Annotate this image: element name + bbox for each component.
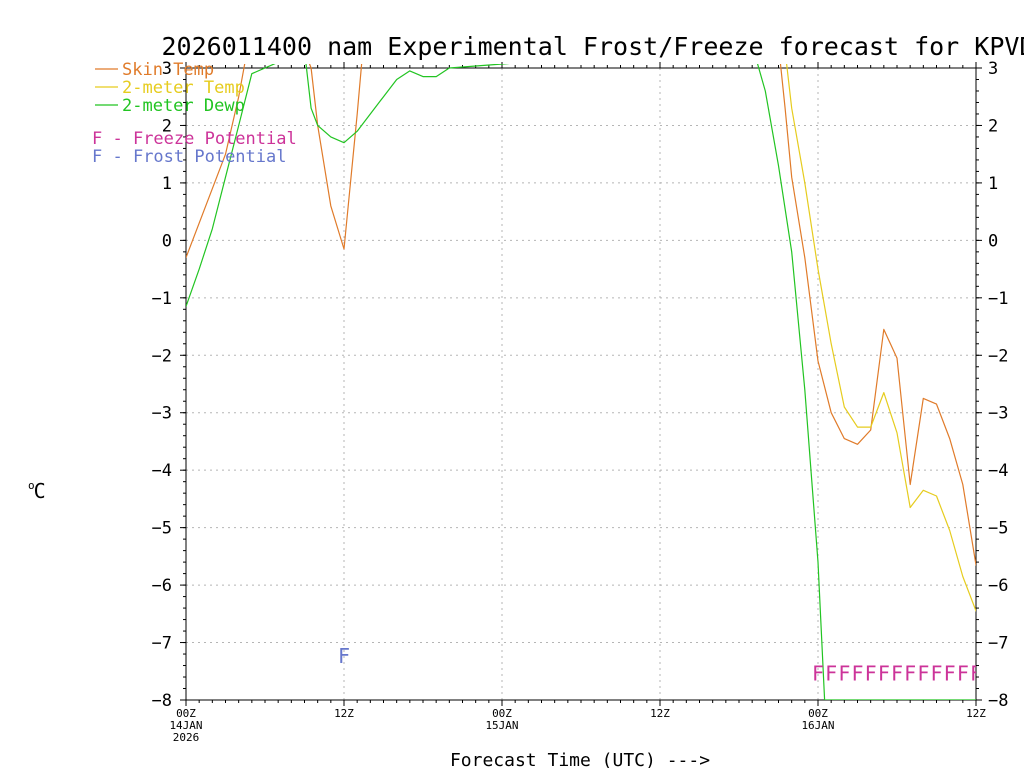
y-tick-label-left: 2 (162, 116, 172, 136)
legend-marker-text: - Freeze Potential (102, 129, 296, 149)
legend-label: Skin Temp (122, 60, 214, 80)
series-lines (186, 64, 976, 700)
freeze-marker: F (917, 661, 929, 685)
x-tick-sublabel: 16JAN (801, 719, 834, 732)
x-tick-label: 00Z (492, 707, 512, 720)
freeze-marker: F (825, 661, 837, 685)
y-tick-label-right: −5 (988, 519, 1008, 539)
legend-label: 2-meter Dewp (122, 96, 245, 116)
y-tick-label-right: −3 (988, 404, 1008, 424)
y-tick-label-left: 1 (162, 174, 172, 194)
x-tick-sublabel: 14JAN (169, 719, 202, 732)
freeze-marker: F (891, 661, 903, 685)
chart-title: 2026011400 nam Experimental Frost/Freeze… (162, 32, 1024, 61)
series-skin-temp (186, 64, 976, 566)
y-axis-label: oC (28, 479, 46, 503)
y-tick-label-right: 1 (988, 174, 998, 194)
freeze-marker: F (944, 661, 956, 685)
grid-lines (186, 68, 976, 700)
y-tick-label-right: −7 (988, 634, 1008, 654)
freeze-marker: F (838, 661, 850, 685)
series-2-meter-temp (786, 64, 976, 612)
y-tick-label-left: −6 (152, 576, 172, 596)
y-axis-label-unit: C (34, 479, 46, 503)
freeze-marker: F (931, 661, 943, 685)
freeze-marker: F (878, 661, 890, 685)
legend-marker-label: F - Frost Potential (92, 147, 286, 167)
y-tick-label-right: −2 (988, 346, 1008, 366)
y-tick-label-right: 3 (988, 59, 998, 79)
x-tick-label: 12Z (334, 707, 354, 720)
frost-marker: F (338, 644, 350, 668)
y-tick-label-right: −6 (988, 576, 1008, 596)
y-tick-label-right: 2 (988, 116, 998, 136)
y-tick-label-left: −7 (152, 634, 172, 654)
y-tick-label-left: −8 (152, 691, 172, 711)
freeze-marker: F (970, 661, 982, 685)
y-tick-label-left: −3 (152, 404, 172, 424)
freeze-marker: F (904, 661, 916, 685)
y-tick-label-left: −1 (152, 289, 172, 309)
x-axis: 00Z14JAN202612Z00Z15JAN12Z00Z16JAN12Z00Z… (169, 62, 986, 744)
y-tick-label-left: −5 (152, 519, 172, 539)
freeze-marker: F (865, 661, 877, 685)
legend-label: 2-meter Temp (122, 78, 245, 98)
x-tick-label: 00Z (808, 707, 828, 720)
x-tick-label: 12Z (966, 707, 986, 720)
y-axis-label-degree: o (28, 479, 35, 492)
freeze-marker: F (957, 661, 969, 685)
freeze-marker: F (983, 661, 995, 685)
x-axis-label: Forecast Time (UTC) ---> (450, 750, 710, 768)
x-tick-label: 12Z (650, 707, 670, 720)
y-tick-label-left: 0 (162, 231, 172, 251)
x-tick-label: 00Z (176, 707, 196, 720)
freeze-marker: F (812, 661, 824, 685)
y-tick-label-left: 3 (162, 59, 172, 79)
frost-freeze-markers: FFFFFFFFFFFFFFFFFFFFFFF (338, 644, 1008, 685)
x-tick-year: 2026 (173, 731, 200, 744)
y-tick-label-left: −4 (152, 461, 172, 481)
freeze-marker: F (996, 661, 1008, 685)
y-tick-label-left: −2 (152, 346, 172, 366)
x-tick-sublabel: 15JAN (485, 719, 518, 732)
y-axis-left: 3 2 1 0 −1 −2 −3 −4 −5 −6 −7 −8 (152, 59, 186, 711)
y-tick-label-right: −4 (988, 461, 1008, 481)
freeze-marker: F (852, 661, 864, 685)
y-tick-label-right: −1 (988, 289, 1008, 309)
y-tick-label-right: −8 (988, 691, 1008, 711)
plot-frame (185, 67, 977, 701)
legend-marker-label: F - Freeze Potential (92, 129, 297, 149)
legend-marker-text: - Frost Potential (102, 147, 286, 167)
y-axis-right: 3 2 1 0 −1 −2 −3 −4 −5 −6 −7 −8 (976, 59, 1008, 711)
legend-marker-symbol: F (92, 129, 102, 149)
legend-marker-symbol: F (92, 147, 102, 167)
y-tick-label-right: 0 (988, 231, 998, 251)
